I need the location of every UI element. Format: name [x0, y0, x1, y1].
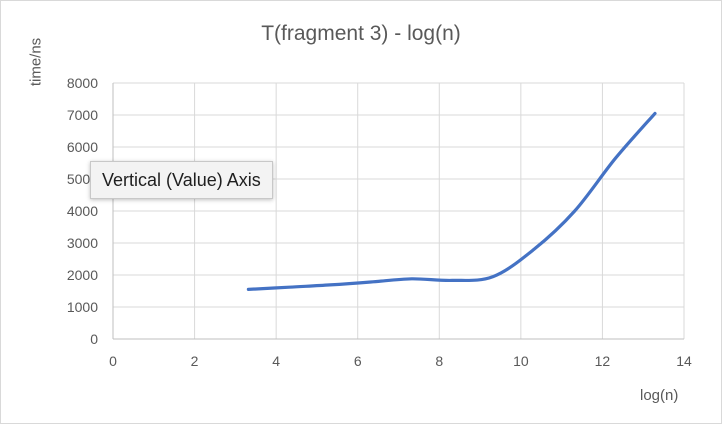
data-point[interactable] — [447, 275, 457, 285]
data-point[interactable] — [488, 272, 498, 282]
x-tick-label: 2 — [191, 353, 199, 369]
y-tick-label: 8000 — [67, 75, 98, 91]
x-tick-label: 0 — [109, 353, 117, 369]
data-point[interactable] — [366, 277, 376, 287]
data-series[interactable] — [243, 108, 660, 294]
x-tick-label: 8 — [435, 353, 443, 369]
x-tick-label: 12 — [595, 353, 611, 369]
data-point[interactable] — [243, 284, 253, 294]
y-tick-label: 6000 — [67, 139, 98, 155]
x-tick-label: 10 — [513, 353, 529, 369]
data-point[interactable] — [650, 108, 660, 118]
y-tick-label: 0 — [90, 331, 98, 347]
x-tick-label: 6 — [354, 353, 362, 369]
series-line[interactable] — [246, 111, 657, 291]
data-point[interactable] — [407, 274, 417, 284]
x-tick-label: 4 — [272, 353, 280, 369]
y-tick-label: 4000 — [67, 203, 98, 219]
y-tick-label: 1000 — [67, 299, 98, 315]
x-axis-title[interactable]: log(n) — [640, 387, 679, 404]
data-point[interactable] — [610, 153, 620, 163]
axis-tooltip: Vertical (Value) Axis — [90, 161, 273, 199]
x-tick-label: 14 — [676, 353, 692, 369]
axes — [112, 83, 684, 340]
data-point[interactable] — [529, 244, 539, 254]
data-point[interactable] — [570, 206, 580, 216]
y-tick-label: 2000 — [67, 267, 98, 283]
chart-title[interactable]: T(fragment 3) - log(n) — [261, 22, 461, 45]
data-point[interactable] — [284, 282, 294, 292]
y-tick-label: 7000 — [67, 107, 98, 123]
gridlines — [113, 82, 685, 339]
y-tick-label: 3000 — [67, 235, 98, 251]
data-point[interactable] — [325, 280, 335, 290]
